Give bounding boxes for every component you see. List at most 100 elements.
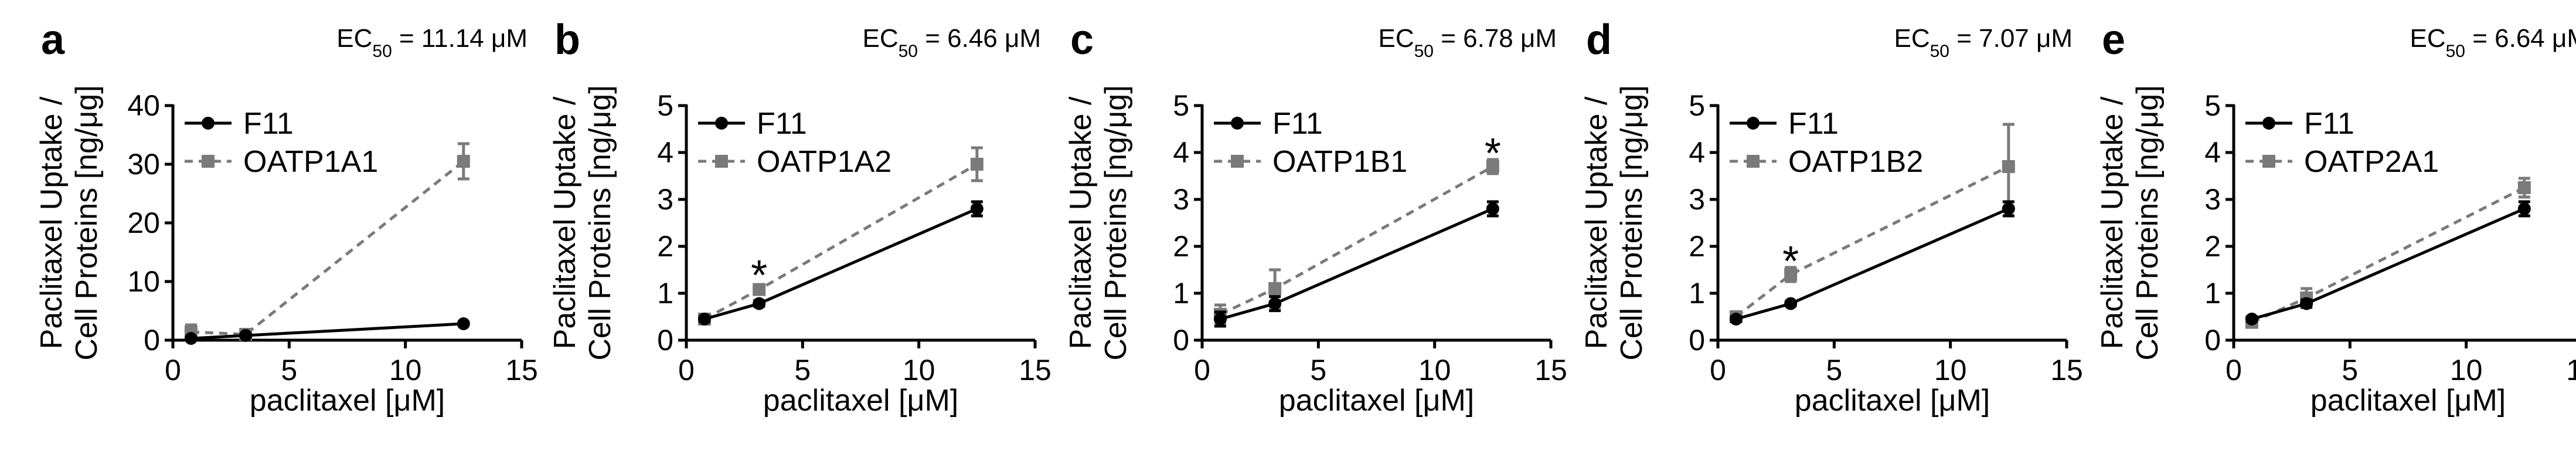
panel-letter: d bbox=[1586, 16, 1612, 63]
x-tick-label: 5 bbox=[281, 354, 297, 387]
legend-marker bbox=[2262, 155, 2275, 168]
data-point bbox=[2245, 313, 2258, 326]
x-tick-label: 0 bbox=[678, 354, 695, 387]
y-tick-label: 5 bbox=[1173, 89, 1189, 122]
data-point bbox=[239, 329, 253, 342]
data-point bbox=[2517, 181, 2531, 194]
y-axis-title-line2: Cell Proteins [ng/μg] bbox=[70, 85, 104, 360]
x-axis-title: paclitaxel [μM] bbox=[2310, 384, 2506, 418]
panel-d: d 0 1 2 3 4 5 0 5 10 15 paclitaxel [μM] Paclitaxel U… bbox=[1580, 16, 2083, 418]
ec50-annotation: EC50 = 6.64 μM bbox=[2410, 24, 2576, 61]
ec50-annotation: EC50 = 6.46 μM bbox=[862, 24, 1041, 61]
panel-a: a 0 10 20 30 40 0 5 10 15 paclitaxel [μM] Paclitaxe… bbox=[35, 16, 538, 418]
significance-star: * bbox=[1782, 238, 1799, 285]
x-tick-label: 10 bbox=[389, 354, 422, 387]
panel-b: b 0 1 2 3 4 5 0 5 10 15 paclitaxel [μM] Paclitaxel U… bbox=[548, 16, 1052, 418]
panel-letter: a bbox=[41, 16, 65, 63]
series-line-OATP1A2 bbox=[703, 162, 978, 321]
legend-label: F11 bbox=[2304, 107, 2354, 141]
data-point bbox=[753, 297, 766, 310]
data-point bbox=[2517, 202, 2531, 215]
y-axis-title-line2: Cell Proteins [ng/μg] bbox=[1099, 85, 1133, 360]
y-tick-label: 0 bbox=[2204, 324, 2221, 357]
legend-label: OATP1A2 bbox=[757, 145, 891, 179]
legend-marker bbox=[715, 117, 728, 130]
y-tick-label: 4 bbox=[657, 136, 673, 169]
legend-marker bbox=[202, 155, 215, 168]
legend-label: OATP2A1 bbox=[2304, 145, 2439, 179]
x-tick-label: 15 bbox=[505, 354, 538, 387]
legend-marker bbox=[1747, 155, 1760, 168]
panel-c: c 0 1 2 3 4 5 0 5 10 15 paclitaxel [μM] Paclitaxel U… bbox=[1064, 16, 1567, 418]
series-line-F11 bbox=[190, 322, 464, 340]
x-tick-label: 0 bbox=[1710, 354, 1726, 387]
data-point bbox=[697, 313, 711, 326]
y-tick-label: 4 bbox=[1689, 136, 1705, 169]
y-axis-title-line1: Paclitaxel Uptake / bbox=[548, 96, 582, 349]
y-tick-label: 5 bbox=[1689, 89, 1705, 122]
y-tick-label: 4 bbox=[2204, 136, 2221, 169]
y-tick-label: 4 bbox=[1173, 136, 1189, 169]
y-tick-label: 5 bbox=[2204, 89, 2221, 122]
data-point bbox=[2002, 160, 2015, 173]
y-tick-label: 0 bbox=[144, 324, 160, 357]
y-tick-label: 10 bbox=[127, 265, 160, 298]
legend-marker bbox=[715, 155, 728, 168]
x-tick-label: 15 bbox=[1534, 354, 1567, 387]
y-tick-label: 3 bbox=[2204, 183, 2221, 216]
y-tick-label: 1 bbox=[1689, 277, 1705, 310]
y-tick-label: 2 bbox=[1689, 230, 1705, 263]
data-point bbox=[970, 202, 984, 215]
x-tick-label: 10 bbox=[903, 354, 935, 387]
y-axis-title-line2: Cell Proteins [ng/μg] bbox=[1615, 85, 1649, 360]
y-axis-title-line1: Paclitaxel Uptake / bbox=[35, 96, 69, 349]
series-line-OATP1A1 bbox=[190, 160, 465, 336]
data-point bbox=[2300, 297, 2313, 310]
y-tick-label: 1 bbox=[2204, 277, 2221, 310]
legend-label: F11 bbox=[757, 107, 807, 141]
significance-star: * bbox=[751, 252, 767, 299]
legend-label: F11 bbox=[1272, 107, 1323, 141]
y-tick-label: 5 bbox=[657, 89, 673, 122]
data-point bbox=[1784, 297, 1798, 310]
data-point bbox=[753, 283, 766, 296]
y-tick-label: 2 bbox=[1173, 230, 1189, 263]
legend-label: OATP1A1 bbox=[243, 145, 378, 179]
ec50-annotation: EC50 = 7.07 μM bbox=[1894, 24, 2073, 61]
x-axis-title: paclitaxel [μM] bbox=[1279, 384, 1474, 418]
y-tick-label: 2 bbox=[2204, 230, 2221, 263]
data-point bbox=[457, 317, 470, 330]
x-tick-label: 10 bbox=[1934, 354, 1967, 387]
series-line-OATP1B1 bbox=[1219, 165, 1494, 316]
data-point bbox=[970, 158, 984, 171]
y-tick-label: 0 bbox=[1689, 324, 1705, 357]
data-point bbox=[1268, 282, 1282, 295]
x-tick-label: 5 bbox=[1826, 354, 1842, 387]
y-tick-label: 0 bbox=[657, 324, 673, 357]
x-axis-title: paclitaxel [μM] bbox=[1795, 384, 1990, 418]
legend-marker bbox=[1747, 117, 1760, 130]
series-line-F11 bbox=[1220, 207, 1493, 321]
ec50-annotation: EC50 = 6.78 μM bbox=[1378, 24, 1557, 61]
legend-marker bbox=[1231, 155, 1244, 168]
data-point bbox=[2002, 202, 2015, 215]
y-tick-label: 2 bbox=[657, 230, 673, 263]
data-point bbox=[1486, 160, 1499, 173]
x-tick-label: 5 bbox=[2342, 354, 2358, 387]
data-point bbox=[1784, 268, 1798, 281]
legend-marker bbox=[2262, 117, 2275, 130]
panel-letter: e bbox=[2102, 16, 2125, 63]
series-line-F11 bbox=[704, 207, 978, 321]
y-tick-label: 40 bbox=[127, 89, 160, 122]
x-tick-label: 15 bbox=[1019, 354, 1052, 387]
y-tick-label: 3 bbox=[1173, 183, 1189, 216]
y-tick-label: 1 bbox=[657, 277, 673, 310]
data-point bbox=[1213, 313, 1227, 326]
y-tick-label: 20 bbox=[127, 206, 160, 239]
panel-e: e 0 1 2 3 4 5 0 5 10 15 paclitaxel [μM] Paclitaxel U… bbox=[2095, 16, 2576, 418]
ec50-annotation: EC50 = 11.14 μM bbox=[336, 24, 528, 61]
x-tick-label: 0 bbox=[2225, 354, 2242, 387]
y-tick-label: 1 bbox=[1173, 277, 1189, 310]
legend-label: OATP1B2 bbox=[1788, 145, 1923, 179]
